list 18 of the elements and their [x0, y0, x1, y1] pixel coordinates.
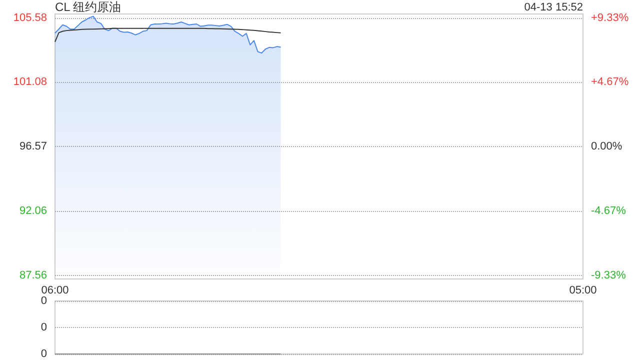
y-tick-label: 101.08: [13, 76, 47, 88]
x-tick-label: 05:00: [569, 284, 597, 296]
y-tick-label: 0: [40, 295, 47, 307]
y2-tick-label: -4.67%: [591, 205, 626, 218]
chart-title: CL 纽约原油: [55, 0, 122, 14]
y-tick-label: 87.56: [19, 269, 47, 282]
x-tick-label: 06:00: [41, 284, 69, 296]
y-tick-label: 0: [40, 348, 47, 360]
y2-tick-label: +9.33%: [591, 12, 629, 24]
text: 04-13 15:52: [524, 2, 583, 14]
line-series: [54, 28, 282, 42]
y2-tick-label: +4.67%: [591, 76, 629, 88]
y-tick-label: 0: [40, 322, 47, 334]
y-tick-label: 96.57: [19, 140, 47, 153]
y-tick-label: 105.58: [13, 12, 47, 24]
y2-tick-label: 0.00%: [591, 140, 622, 153]
y2-tick-label: -9.33%: [591, 269, 626, 282]
y-tick-label: 92.06: [19, 205, 47, 218]
